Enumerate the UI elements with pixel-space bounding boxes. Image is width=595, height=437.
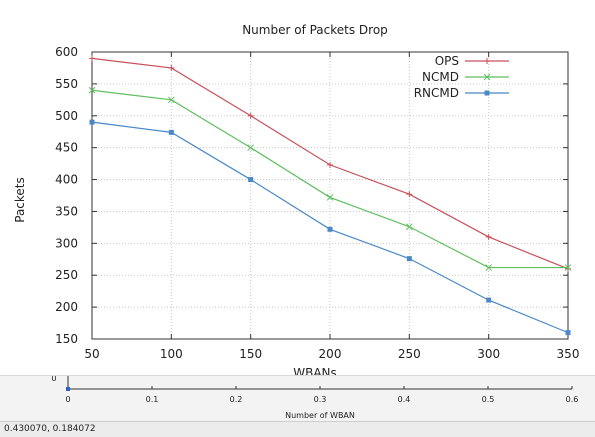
packets-drop-chart: Number of Packets Drop Packets WBANs 150… bbox=[13, 23, 579, 375]
y-tick-label: 300 bbox=[55, 236, 78, 250]
x-tick-label: 200 bbox=[319, 347, 342, 361]
y-tick-label: 350 bbox=[55, 204, 78, 218]
ops-data-point bbox=[168, 64, 175, 71]
secondary-axis: 0 0.1 0.2 0.3 0.4 0.5 0.6 0 bbox=[51, 376, 578, 404]
ops-data-point bbox=[247, 112, 254, 119]
legend: OPS NCMD RNCMD bbox=[414, 54, 509, 100]
legend-label-ops: OPS bbox=[435, 54, 459, 68]
data-series bbox=[88, 55, 572, 336]
ncmd-data-point bbox=[564, 264, 572, 271]
ops-data-point bbox=[327, 161, 333, 168]
y-tick-label: 150 bbox=[55, 332, 78, 346]
ncmd-data-point bbox=[167, 96, 175, 104]
y-tick-label: 400 bbox=[55, 173, 78, 187]
y-tick-label: 500 bbox=[55, 109, 78, 123]
plot-window: Number of Packets Drop Packets WBANs 150… bbox=[13, 23, 580, 375]
secondary-axis-panel: 0 0.1 0.2 0.3 0.4 0.5 0.6 0 Number of WBAN bbox=[0, 375, 595, 422]
x-tick-label: 50 bbox=[84, 347, 99, 361]
x-tick-label: 350 bbox=[557, 347, 580, 361]
legend-label-rncmd: RNCMD bbox=[414, 86, 459, 100]
legend-marker-ncmd bbox=[483, 73, 491, 81]
rncmd-data-point bbox=[486, 297, 492, 303]
y-tick-label: 550 bbox=[55, 77, 78, 91]
chart-title: Number of Packets Drop bbox=[242, 23, 388, 37]
rncmd-data-point bbox=[327, 226, 333, 232]
ncmd-data-point bbox=[247, 144, 255, 152]
status-bar: 0.430070, 0.184072 bbox=[0, 421, 595, 437]
secondary-x-tick-label: 0.4 bbox=[398, 395, 411, 404]
rncmd-data-point bbox=[89, 119, 95, 125]
legend-label-ncmd: NCMD bbox=[422, 70, 459, 84]
ncmd-data-point bbox=[485, 264, 493, 271]
ncmd-data-point bbox=[405, 223, 413, 231]
y-tick-label: 600 bbox=[55, 45, 78, 59]
secondary-x-tick-label: 0.3 bbox=[314, 395, 327, 404]
grid-lines bbox=[91, 51, 569, 340]
y-tick-label: 250 bbox=[55, 268, 78, 282]
legend-marker-ops bbox=[484, 58, 490, 64]
x-tick-label: 150 bbox=[239, 347, 262, 361]
secondary-data-point bbox=[66, 387, 70, 391]
rncmd-data-point bbox=[565, 330, 571, 336]
ops-data-point bbox=[89, 55, 95, 62]
plot-frame bbox=[91, 51, 569, 340]
x-tick-labels: 50 100 150 200 250 300 350 bbox=[84, 347, 579, 361]
ncmd-data-point bbox=[326, 194, 334, 201]
secondary-x-axis-label: Number of WBAN bbox=[285, 411, 355, 420]
ops-data-point bbox=[406, 191, 413, 198]
y-axis-label: Packets bbox=[13, 177, 27, 223]
y-tick-label: 200 bbox=[55, 300, 78, 314]
x-tick-label: 300 bbox=[477, 347, 500, 361]
secondary-x-tick-label: 0.2 bbox=[230, 395, 243, 404]
y-tick-labels: 150 200 250 300 350 400 450 500 550 600 bbox=[55, 45, 78, 346]
rncmd-data-point bbox=[406, 256, 412, 262]
rncmd-data-point bbox=[248, 177, 254, 183]
secondary-x-tick-label: 0.6 bbox=[566, 395, 579, 404]
x-axis-label: WBANs bbox=[293, 366, 337, 375]
number-of-wban-axis: 0 0.1 0.2 0.3 0.4 0.5 0.6 0 Number of WBAN bbox=[51, 376, 578, 420]
secondary-x-tick-label: 0.5 bbox=[482, 395, 495, 404]
secondary-x-tick-label: 0 bbox=[65, 395, 70, 404]
secondary-y-tick-label: 0 bbox=[51, 376, 56, 383]
y-tick-label: 450 bbox=[55, 141, 78, 155]
ncmd-data-point bbox=[88, 86, 96, 94]
legend-marker-rncmd bbox=[484, 90, 490, 96]
secondary-x-tick-label: 0.1 bbox=[146, 395, 159, 404]
ops-data-point bbox=[485, 233, 492, 240]
cursor-coordinates: 0.430070, 0.184072 bbox=[4, 424, 96, 434]
ops-data-point bbox=[565, 265, 571, 272]
x-tick-label: 100 bbox=[160, 347, 183, 361]
x-tick-label: 250 bbox=[398, 347, 421, 361]
rncmd-data-point bbox=[168, 129, 174, 135]
